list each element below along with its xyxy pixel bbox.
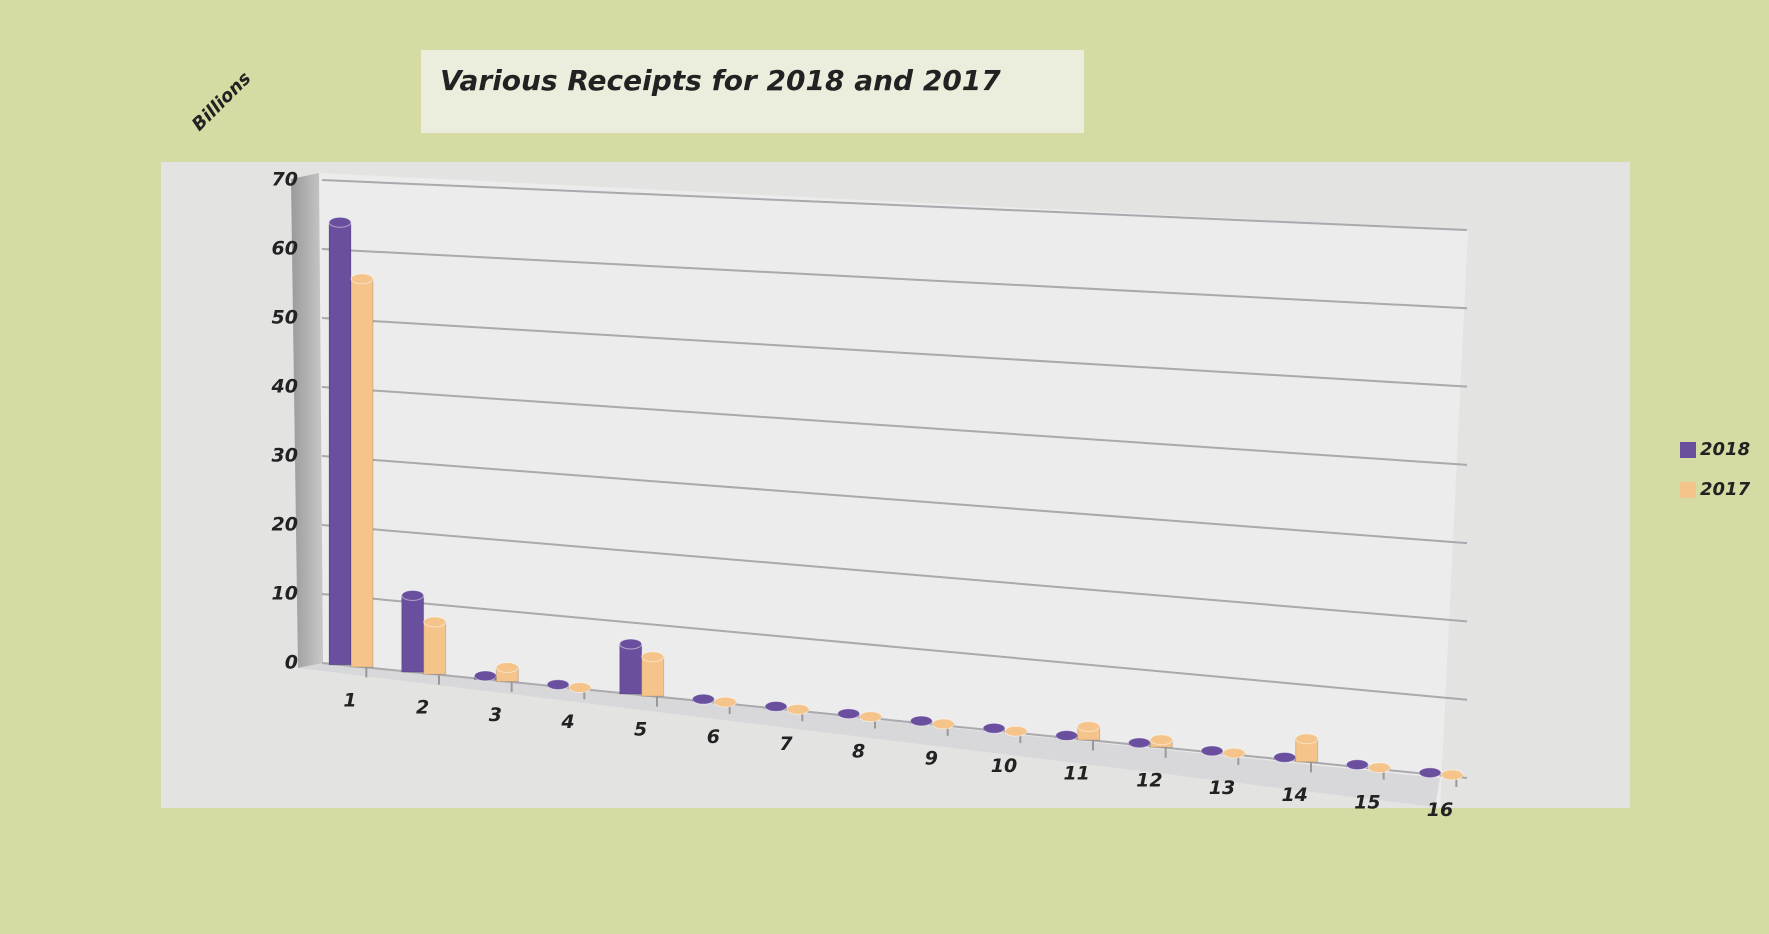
grid-line (321, 524, 1468, 623)
grid-line (321, 455, 1468, 545)
legend-swatch (1680, 442, 1696, 458)
legend-label: 2017 (1700, 479, 1751, 500)
bar-cap (568, 681, 592, 693)
bar-cap (1418, 767, 1442, 779)
bar-cap (328, 216, 352, 228)
bar-cap (423, 616, 447, 628)
bar-cap (1127, 737, 1151, 749)
bar-cap (1004, 725, 1028, 737)
bar-cap (837, 708, 861, 720)
bar-cap (713, 696, 737, 708)
x-tick-label: 16 (1427, 799, 1453, 821)
bar-cap (641, 651, 665, 663)
x-tick-label: 2 (416, 697, 429, 719)
bar (641, 656, 665, 697)
bar-cap (982, 722, 1006, 734)
x-tick-label: 9 (925, 748, 938, 770)
x-tick-label: 14 (1281, 784, 1307, 806)
grid-line (321, 593, 1468, 701)
x-tick-label: 8 (852, 740, 865, 762)
legend-label: 2018 (1700, 439, 1750, 460)
y-tick-label: 10 (272, 583, 298, 605)
bar-cap (1149, 734, 1173, 746)
y-tick-label: 40 (271, 376, 298, 398)
bar-cap (619, 638, 643, 650)
y-tick-label: 50 (272, 307, 298, 329)
bar (328, 221, 352, 666)
y-tick-label: 0 (285, 652, 298, 674)
bar-cap (1345, 759, 1369, 771)
bar (350, 278, 374, 668)
back-wall (319, 173, 1468, 807)
bar-cap (1295, 733, 1319, 745)
x-tick-label: 7 (779, 733, 793, 755)
bar-cap (1367, 762, 1391, 774)
bar-cap (546, 679, 570, 691)
x-tick-label: 10 (991, 755, 1017, 777)
side-wall (291, 173, 323, 668)
bar-cap (1055, 730, 1079, 742)
y-tick-label: 20 (272, 514, 298, 536)
bar-cap (401, 589, 425, 601)
x-tick-label: 15 (1354, 791, 1380, 813)
x-tick-label: 12 (1136, 770, 1162, 792)
grid-line (321, 179, 1468, 231)
bar-cap (764, 700, 788, 712)
bar-cap (859, 711, 883, 723)
title-box (421, 50, 1084, 133)
bar-cap (1273, 751, 1297, 763)
bar-cap (1077, 720, 1101, 732)
bar-cap (1200, 745, 1224, 757)
x-tick-label: 11 (1063, 762, 1089, 784)
y-tick-label: 60 (272, 238, 298, 260)
bar-cap (691, 693, 715, 705)
bar (423, 621, 447, 675)
bar-cap (495, 662, 519, 674)
grid-line (321, 386, 1468, 466)
bar-cap (931, 718, 955, 730)
bar-cap (473, 670, 497, 682)
bar-cap (786, 703, 810, 715)
legend-swatch (1680, 482, 1696, 498)
x-tick-label: 6 (707, 726, 720, 748)
bar (401, 594, 425, 673)
chart-title: Various Receipts for 2018 and 2017 (440, 64, 1001, 97)
y-tick-label: 30 (272, 445, 298, 467)
x-tick-label: 1 (343, 689, 356, 711)
x-tick-label: 3 (489, 704, 502, 726)
grid-line (321, 248, 1468, 310)
bar-cap (1222, 747, 1246, 759)
bar-cap (1440, 769, 1464, 781)
bar (619, 643, 643, 695)
x-tick-label: 13 (1209, 777, 1235, 799)
grid-line (321, 317, 1468, 388)
x-tick-label: 5 (634, 719, 647, 741)
bar-cap (909, 715, 933, 727)
x-tick-label: 4 (560, 711, 574, 733)
y-tick-label: 70 (272, 169, 298, 191)
bar-cap (350, 273, 374, 285)
